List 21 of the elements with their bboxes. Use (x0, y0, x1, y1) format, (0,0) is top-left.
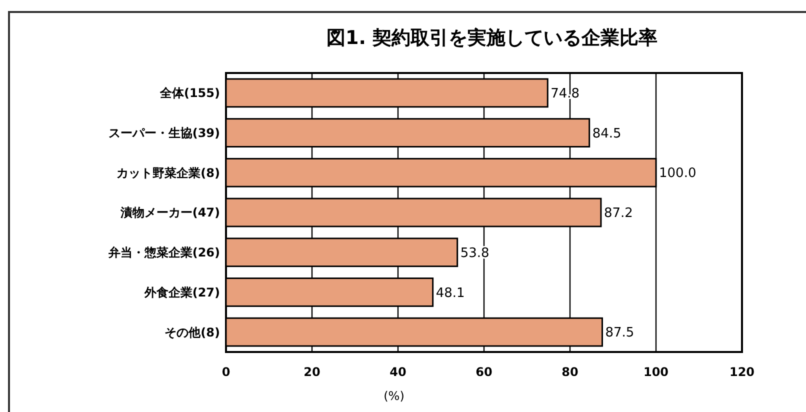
y-tick-label: その他(8) (164, 325, 220, 340)
x-tick-label: 120 (729, 365, 755, 379)
x-tick-label: 60 (476, 365, 492, 379)
x-tick-label: 0 (222, 365, 230, 379)
y-tick-label: カット野菜企業(8) (116, 166, 220, 180)
x-tick-label: 80 (562, 365, 578, 379)
data-label: 48.1 (436, 286, 465, 301)
chart-title: 図1. 契約取引を実施している企業比率 (326, 27, 658, 49)
data-label: 87.5 (605, 326, 634, 341)
x-tick-label: 100 (643, 365, 669, 379)
x-axis-title: (%) (384, 389, 404, 403)
y-tick-label: 漬物メーカー(47) (119, 206, 220, 220)
y-tick-label: 全体(155) (158, 86, 220, 100)
y-tick-label: 外食企業(27) (143, 285, 220, 300)
data-label: 84.5 (592, 126, 622, 142)
data-label: 100.0 (659, 166, 696, 182)
data-label: 87.2 (604, 206, 633, 222)
x-tick-label: 40 (390, 365, 406, 379)
y-tick-label: スーパー・生協(39) (108, 126, 220, 140)
y-tick-label: 弁当・惣菜企業(26) (107, 246, 220, 260)
x-tick-label: 20 (304, 365, 320, 379)
